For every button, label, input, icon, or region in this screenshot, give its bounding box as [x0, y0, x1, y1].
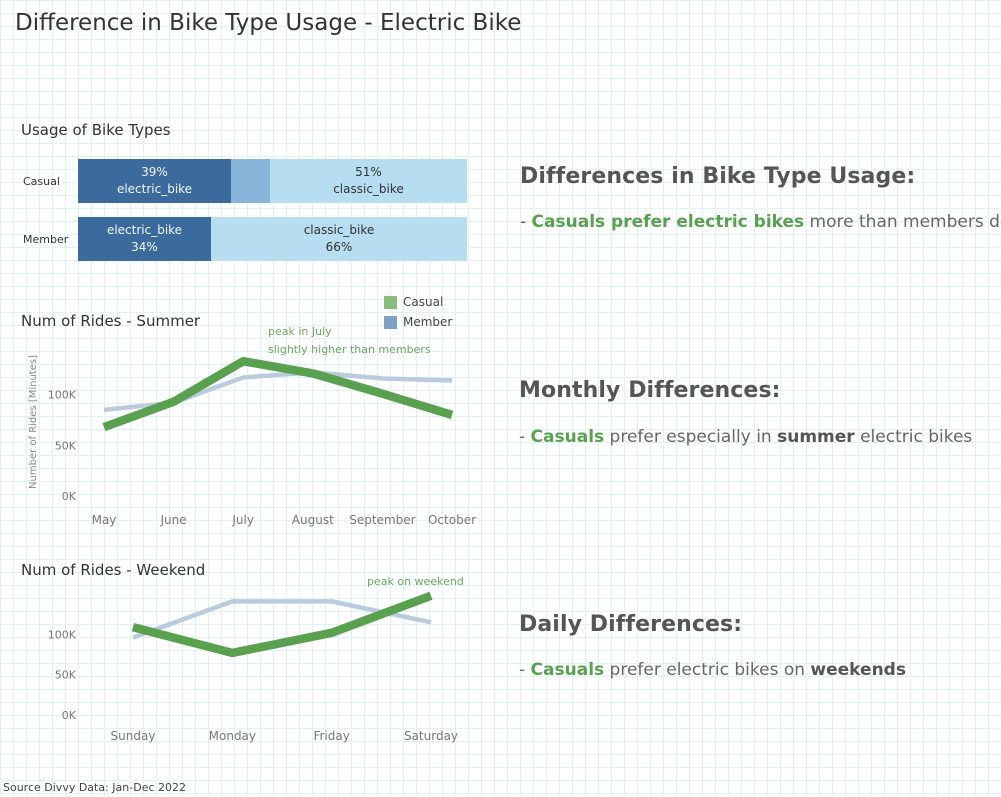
row-label-member: Member [23, 233, 69, 246]
daily-note-highlight: Casuals [530, 660, 605, 680]
legend-swatch-member [384, 315, 397, 329]
weekend-ytick-label: 50K [55, 669, 77, 682]
weekend-xtick-label: Sunday [111, 729, 156, 743]
legend-item-casual[interactable]: Casual [384, 292, 452, 312]
summer-line-casual[interactable] [102, 356, 454, 432]
weekend-chart-title: Num of Rides - Weekend [21, 561, 206, 579]
usage-note-rest: more than members do [804, 212, 1001, 232]
weekend-chart: 100K 50K 0K Sunday Monday Friday Saturday pea… [48, 575, 464, 743]
casual-classic-segment[interactable]: 51% classic_bike [270, 159, 467, 203]
legend-swatch-casual [384, 295, 397, 309]
weekend-annotation: peak on weekend [367, 575, 464, 588]
daily-note-emphasis: weekends [810, 660, 906, 680]
weekend-ytick-label: 0K [62, 709, 77, 722]
summer-annotation-line2: slightly higher than members [268, 343, 431, 356]
source-note: Source Divvy Data: Jan-Dec 2022 [3, 781, 186, 794]
monthly-note-highlight: Casuals [530, 427, 605, 447]
usage-note: - Casuals prefer electric bikes more tha… [520, 212, 1001, 232]
summer-annotation-line1: peak in July [268, 325, 332, 338]
monthly-note-prefix: - [519, 427, 531, 447]
summer-xtick-label: October [428, 513, 476, 527]
member-classic-pct: 66% [325, 240, 353, 254]
member-usage-bar[interactable]: electric_bike 34% classic_bike 66% [78, 217, 467, 261]
member-electric-type: electric_bike [106, 223, 183, 237]
member-electric-segment[interactable]: electric_bike 34% [78, 217, 211, 261]
summer-xtick-label: June [160, 513, 187, 527]
daily-note-heading: Daily Differences: [519, 612, 743, 637]
weekend-line-casual[interactable] [131, 591, 433, 658]
usage-note-highlight: Casuals prefer electric bikes [531, 212, 805, 232]
member-electric-pct: 34% [131, 240, 158, 254]
weekend-ytick-label: 100K [48, 628, 77, 641]
usage-note-heading: Differences in Bike Type Usage: [520, 164, 916, 189]
monthly-note-emphasis: summer [777, 427, 855, 447]
daily-note-prefix: - [519, 660, 531, 680]
summer-xtick-label: May [92, 513, 117, 527]
daily-note-mid: prefer electric bikes on [604, 660, 811, 680]
monthly-note-mid: prefer especially in [604, 427, 778, 447]
usage-section-title: Usage of Bike Types [21, 121, 171, 139]
member-classic-segment[interactable]: classic_bike 66% [211, 217, 467, 261]
casual-other-segment[interactable] [231, 159, 270, 203]
summer-xtick-label: August [292, 513, 334, 527]
member-classic-type: classic_bike [303, 223, 375, 237]
legend-item-member[interactable]: Member [384, 312, 452, 332]
casual-usage-bar[interactable]: 39% electric_bike 51% classic_bike [78, 159, 467, 203]
weekend-xtick-label: Friday [313, 729, 349, 743]
monthly-note: - Casuals prefer especially in summer el… [519, 427, 972, 447]
weekend-line-member[interactable] [132, 599, 432, 640]
daily-note: - Casuals prefer electric bikes on weeke… [519, 660, 906, 680]
weekend-xtick-label: Saturday [404, 729, 458, 743]
casual-electric-segment[interactable]: 39% electric_bike [78, 159, 231, 203]
summer-xtick-label: July [231, 513, 254, 527]
summer-chart-title: Num of Rides - Summer [21, 312, 201, 330]
legend: Casual Member [384, 292, 452, 332]
legend-label-casual: Casual [403, 295, 444, 309]
usage-note-prefix: - [520, 212, 532, 232]
summer-ytick-label: 100K [48, 389, 77, 402]
summer-xtick-label: September [349, 513, 415, 527]
summer-ytick-label: 0K [62, 490, 77, 503]
casual-electric-type: electric_bike [116, 182, 193, 196]
summer-chart: Number of Rides [Minutes] 100K 50K 0K May J… [28, 325, 476, 527]
summer-ylabel: Number of Rides [Minutes] [28, 355, 39, 489]
monthly-note-rest: electric bikes [854, 427, 973, 447]
row-label-casual: Casual [23, 175, 60, 188]
casual-classic-pct: 51% [355, 165, 382, 179]
weekend-xtick-label: Monday [209, 729, 256, 743]
summer-ytick-label: 50K [55, 439, 77, 452]
legend-label-member: Member [403, 315, 453, 329]
dashboard-title: Difference in Bike Type Usage - Electric… [15, 10, 522, 36]
casual-classic-type: classic_bike [333, 182, 404, 196]
monthly-note-heading: Monthly Differences: [519, 378, 781, 403]
casual-electric-pct: 39% [141, 165, 168, 179]
